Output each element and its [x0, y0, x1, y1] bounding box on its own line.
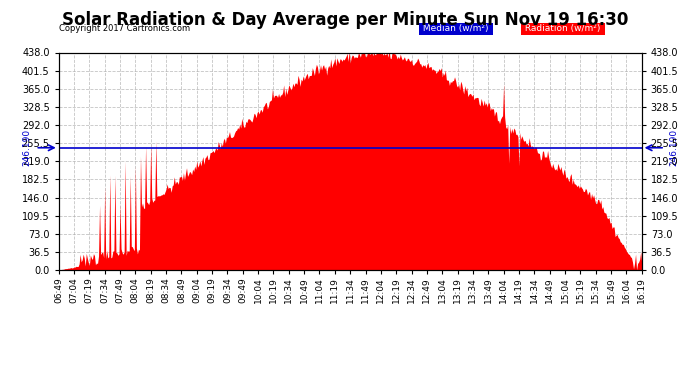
Text: 246.190: 246.190 [22, 129, 31, 166]
Text: Copyright 2017 Cartronics.com: Copyright 2017 Cartronics.com [59, 24, 190, 33]
Text: Median (w/m²): Median (w/m²) [420, 24, 491, 33]
Text: Radiation (w/m²): Radiation (w/m²) [522, 24, 604, 33]
Text: 246.190: 246.190 [669, 129, 678, 166]
Text: Solar Radiation & Day Average per Minute Sun Nov 19 16:30: Solar Radiation & Day Average per Minute… [62, 11, 628, 29]
